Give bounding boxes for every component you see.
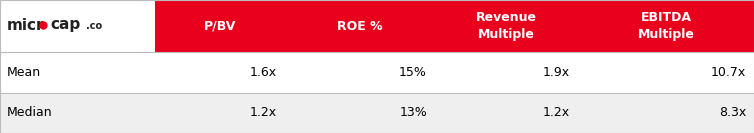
Bar: [155, 0, 754, 52]
Bar: [0, 0, 155, 52]
Text: 1.2x: 1.2x: [543, 106, 570, 119]
Text: Mean: Mean: [7, 66, 41, 79]
Text: 1.2x: 1.2x: [250, 106, 277, 119]
Text: Revenue
Multiple: Revenue Multiple: [476, 11, 537, 41]
Text: 8.3x: 8.3x: [719, 106, 746, 119]
Text: 15%: 15%: [399, 66, 427, 79]
Text: 13%: 13%: [400, 106, 427, 119]
Text: EBITDA
Multiple: EBITDA Multiple: [638, 11, 694, 41]
Bar: [0, 92, 754, 133]
Text: Median: Median: [7, 106, 53, 119]
Text: ROE %: ROE %: [337, 20, 383, 32]
Text: micr: micr: [7, 18, 44, 32]
Text: cap: cap: [50, 18, 80, 32]
Text: P/BV: P/BV: [204, 20, 236, 32]
Text: 1.6x: 1.6x: [250, 66, 277, 79]
Bar: [0, 52, 754, 92]
Text: 1.9x: 1.9x: [543, 66, 570, 79]
Text: 10.7x: 10.7x: [711, 66, 746, 79]
Text: .co: .co: [86, 21, 102, 31]
